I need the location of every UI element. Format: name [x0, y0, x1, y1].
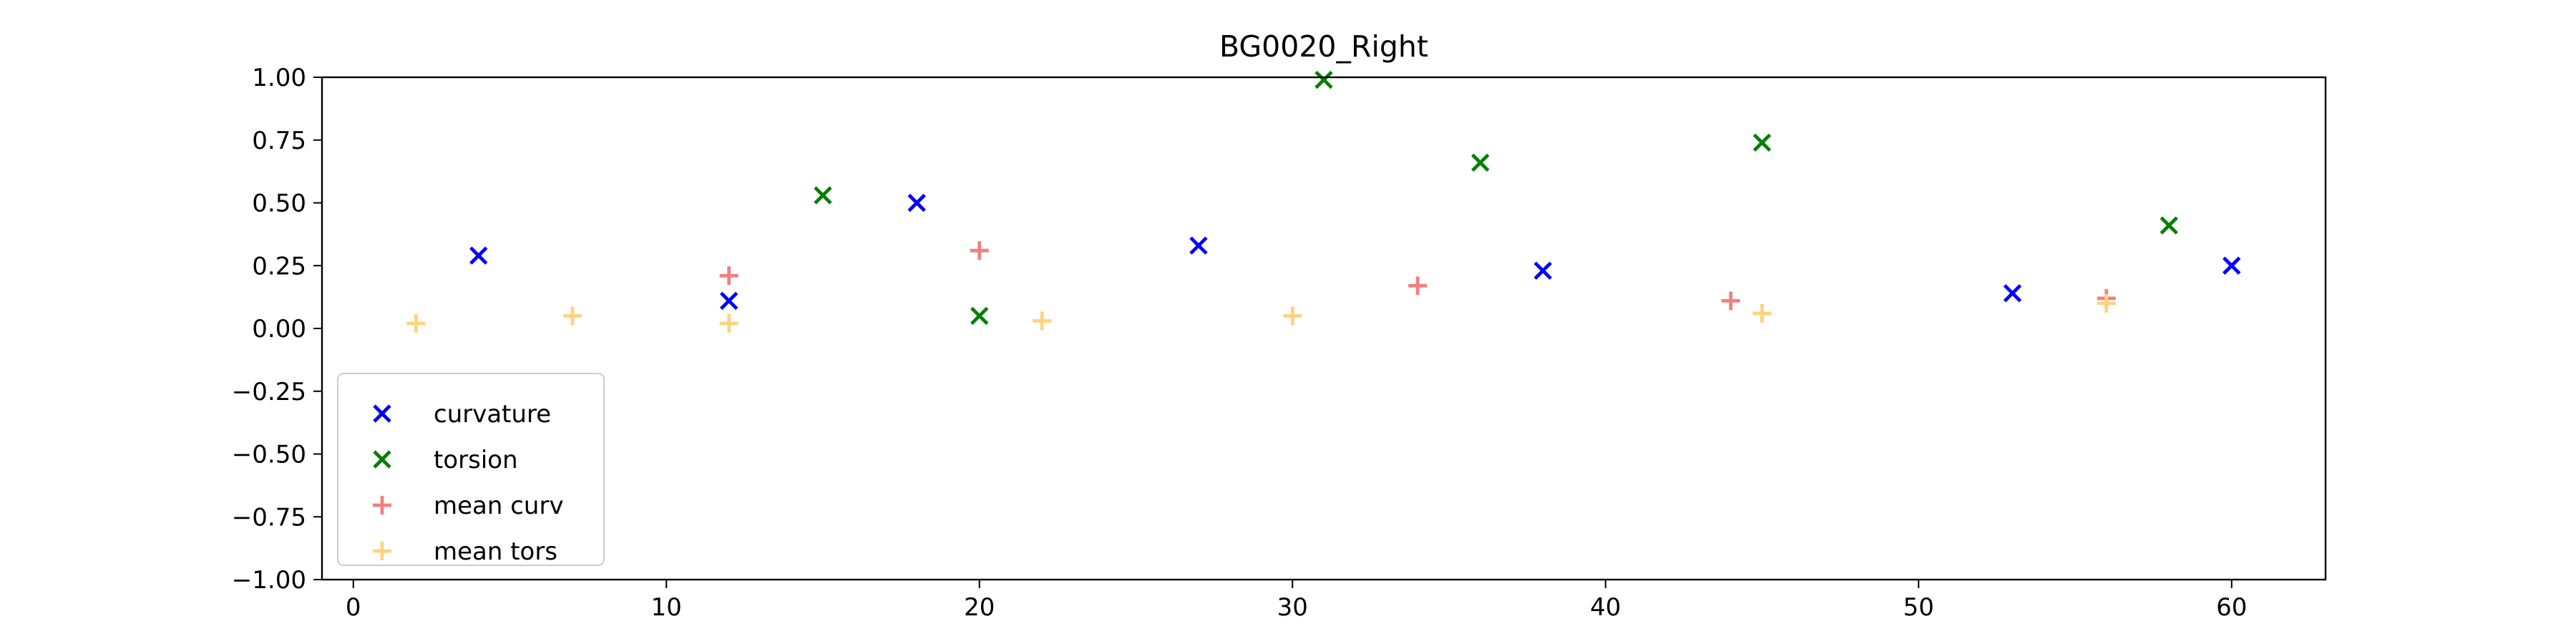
data-point: [1283, 306, 1302, 326]
data-point: [719, 266, 738, 286]
series-mean-tors: [406, 293, 2116, 333]
data-point: [1471, 153, 1490, 172]
data-point: [406, 313, 426, 333]
series-curvature: [469, 193, 2241, 311]
y-tick-label: 0.00: [252, 315, 306, 343]
legend-item: torsion: [373, 446, 518, 474]
legend-label: mean curv: [434, 492, 564, 520]
legend-box: [337, 373, 605, 566]
x-tick-label: 20: [964, 593, 995, 622]
data-point: [1408, 276, 1428, 296]
chart-title: BG0020_Right: [1219, 29, 1428, 64]
series-torsion: [814, 70, 2178, 326]
legend-label: torsion: [434, 446, 518, 474]
legend-label: mean tors: [434, 537, 557, 566]
y-tick-label: 0.50: [252, 190, 306, 218]
data-point: [970, 306, 989, 326]
data-point: [1721, 291, 1740, 311]
legend-item: mean curv: [373, 492, 564, 520]
data-point: [720, 291, 738, 311]
data-point: [1314, 70, 1333, 89]
x-tick-label: 50: [1903, 593, 1934, 622]
y-tick-label: 0.75: [252, 127, 306, 155]
data-point: [1189, 236, 1208, 255]
data-point: [1752, 303, 1772, 323]
data-point: [1752, 133, 1772, 152]
data-point: [970, 241, 989, 260]
plot-marks: [406, 70, 2241, 333]
y-tick-label: −0.75: [232, 503, 306, 532]
legend-marker: [373, 542, 391, 560]
legend: curvature torsion mean curv mean tors: [337, 373, 605, 566]
x-tick-label: 30: [1277, 593, 1308, 622]
data-point: [469, 246, 488, 265]
data-point: [719, 313, 738, 333]
x-tick-label: 10: [651, 593, 682, 622]
y-tick-label: −0.25: [232, 378, 306, 406]
data-point: [1533, 261, 1552, 280]
data-point: [1033, 311, 1052, 331]
data-point: [907, 193, 926, 213]
data-point: [2097, 293, 2116, 313]
legend-item: curvature: [373, 400, 551, 429]
y-tick-label: −1.00: [232, 566, 306, 595]
legend-label: curvature: [434, 400, 551, 429]
y-axis: 1.00 0.75 0.50 0.25 0.00 −0.25 −0.50 −0.75 −1.00: [232, 64, 322, 595]
x-tick-label: 40: [1590, 593, 1621, 622]
x-axis: 0 10 20 30 40 50 60: [346, 580, 2247, 622]
data-point: [2003, 284, 2022, 303]
x-tick-label: 0: [346, 593, 361, 622]
data-point: [2223, 256, 2241, 275]
y-tick-label: −0.50: [232, 441, 306, 469]
y-tick-label: 0.25: [252, 252, 306, 280]
legend-marker: [373, 450, 391, 469]
legend-marker: [373, 404, 391, 423]
data-point: [2160, 216, 2178, 235]
data-point: [563, 306, 582, 326]
data-point: [814, 186, 832, 205]
legend-item: mean tors: [373, 537, 557, 566]
y-tick-label: 1.00: [252, 64, 306, 92]
legend-marker: [373, 496, 391, 514]
x-tick-label: 60: [2216, 593, 2247, 622]
